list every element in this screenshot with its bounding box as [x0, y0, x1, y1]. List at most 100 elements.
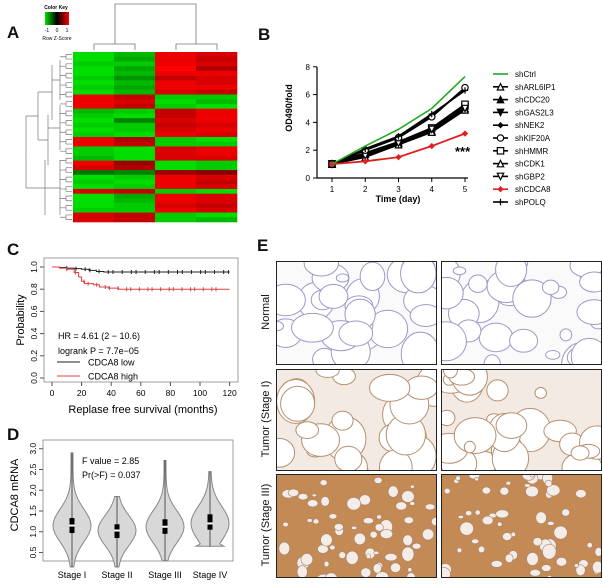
heatmap-cell [114, 75, 156, 81]
y-axis-label: CDCA8 mRNA [9, 458, 21, 531]
heatmap-cell [155, 99, 197, 105]
heatmap-cell [196, 122, 238, 128]
heatmap-cell [155, 80, 197, 86]
heatmap-cell [114, 99, 156, 105]
heatmap-cell [73, 212, 115, 218]
heatmap-cell [114, 193, 156, 199]
violin-3 [145, 459, 185, 562]
heatmap-cell [196, 118, 238, 124]
heatmap-cell [73, 52, 115, 58]
heatmap-cell [155, 66, 197, 72]
heatmap-cell [155, 179, 197, 185]
plot-frame [42, 439, 234, 562]
heatmap-cell [114, 198, 156, 204]
heatmap-cell [73, 203, 115, 209]
data-point [427, 125, 436, 134]
heatmap-cell [114, 61, 156, 67]
legend-label: shCDK1 [515, 160, 545, 169]
ihc-row-label: Tumor (Stage III) [260, 483, 272, 567]
heatmap-cell [155, 118, 197, 124]
legend-item: shCtrl [493, 70, 536, 79]
row-dendrogram [25, 54, 72, 220]
heatmap-cell [196, 80, 238, 86]
iqr-box [207, 514, 213, 530]
y-tick-label: 0.8 [29, 283, 39, 295]
column-dendrogram [93, 3, 218, 50]
heatmap-cell [196, 203, 238, 209]
heatmap-cell [114, 137, 156, 143]
heatmap-cell [155, 103, 197, 109]
ihc-image [276, 474, 437, 578]
heatmap-cell [73, 174, 115, 180]
heatmap-cell [196, 89, 238, 95]
legend-item: shARL6IP1 [493, 82, 556, 92]
heatmap-cell [73, 155, 115, 161]
heatmap-cell [73, 132, 115, 138]
x-tick-label: 60 [136, 388, 146, 398]
x-tick-label: Stage I [58, 570, 87, 580]
heatmap-cell [73, 141, 115, 147]
x-axis-label: Time (day) [376, 194, 421, 204]
heatmap-cell [73, 188, 115, 194]
heatmap-cell [114, 207, 156, 213]
median-mark [162, 525, 168, 528]
heatmap-cell [155, 212, 197, 218]
heatmap-cell [73, 165, 115, 171]
heatmap-cell [155, 61, 197, 67]
heatmap-cell [114, 85, 156, 91]
legend-label: shGAS2L3 [515, 108, 554, 117]
growth-line-chart: OD490/fold Time (day) *** 0 2 4 6 8 1 2 3 4 5 shCt… [284, 63, 556, 207]
heatmap-cell [196, 137, 238, 143]
survival-chart: Probability Replase free survival (month… [15, 257, 239, 416]
heatmap-cell [73, 122, 115, 128]
x-tick-label: 5 [463, 185, 468, 194]
heatmap-cell [196, 66, 238, 72]
heatmap-cell [114, 141, 156, 147]
heatmap-cell [73, 179, 115, 185]
heatmap-cell [114, 155, 156, 161]
panel-label-e: E [257, 236, 269, 255]
heatmap-cell [73, 217, 115, 223]
heatmap-cell [155, 141, 197, 147]
heatmap-cell [155, 160, 197, 166]
heatmap-cell [155, 207, 197, 213]
series-line [331, 75, 466, 165]
heatmap-cell [114, 127, 156, 133]
heatmap-cell [196, 108, 238, 114]
x-tick-label: 40 [106, 388, 116, 398]
heatmap-cell [196, 160, 238, 166]
heatmap-cells [73, 52, 238, 223]
legend-label: CDCA8 high [88, 372, 138, 382]
y-tick-label: 8 [306, 63, 311, 72]
x-tick-label: 1 [330, 185, 335, 194]
y-tick-label: 0 [306, 174, 311, 183]
data-point [460, 104, 470, 114]
heatmap-cell [196, 132, 238, 138]
violin-1 [52, 452, 92, 568]
heatmap-cell [196, 146, 238, 152]
heatmap-cell [196, 198, 238, 204]
heatmap-cell [73, 75, 115, 81]
panel-label-c: C [7, 240, 20, 259]
heatmap-cell [114, 66, 156, 72]
heatmap-cell [114, 179, 156, 185]
heatmap-cell [73, 99, 115, 105]
panel-label-b: B [258, 25, 271, 44]
heatmap-cell [196, 61, 238, 67]
legend: shCtrl shARL6IP1 shCDC20 shGAS2L3 shNEK2 shKI… [493, 70, 556, 207]
x-tick-label: 120 [223, 388, 237, 398]
x-tick-label: 20 [77, 388, 87, 398]
heatmap-cell [155, 146, 197, 152]
heatmap-cell [155, 70, 197, 76]
data-point [428, 110, 435, 118]
heatmap-cell [114, 103, 156, 109]
x-tick-label: 3 [396, 185, 401, 194]
color-key-tick: -1 [45, 28, 50, 34]
heatmap-cell [73, 85, 115, 91]
legend-item: shPOLQ [493, 198, 546, 207]
y-tick-label: 3.0 [28, 443, 38, 455]
heatmap-cell [73, 184, 115, 190]
heatmap-cell [196, 151, 238, 157]
heatmap-cell [196, 174, 238, 180]
color-key-title: Color Key [44, 5, 68, 11]
